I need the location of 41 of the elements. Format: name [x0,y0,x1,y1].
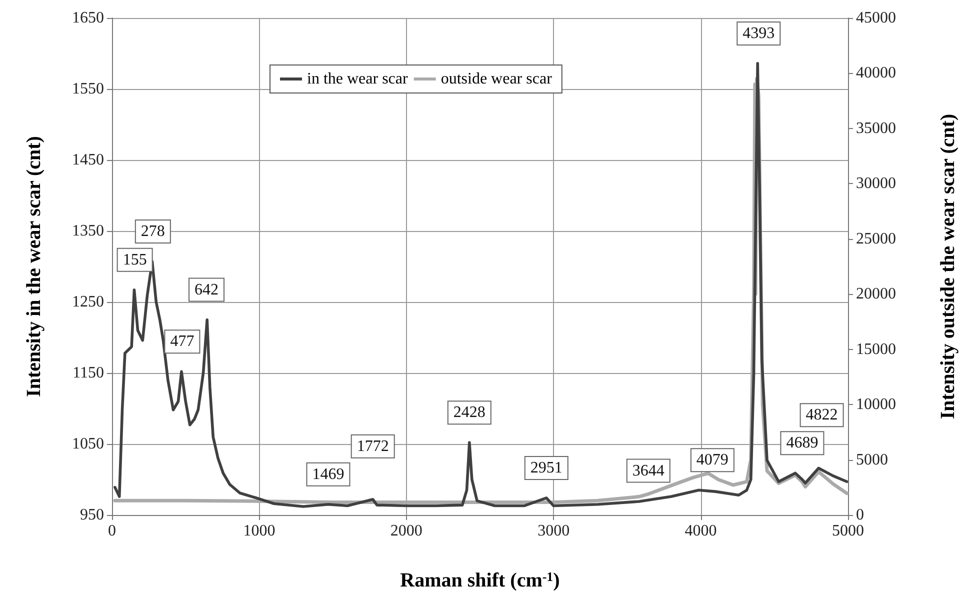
y2-tick-label: 10000 [856,396,896,414]
x-tick-label: 5000 [832,522,864,540]
y-tick-label: 1250 [72,294,104,310]
legend-label: outside wear scar [440,70,553,88]
y2-axis-title: Intensity outside the wear scar (cnt) [937,114,959,420]
y2-tick-label: 40000 [856,64,896,82]
annotation: 4822 [806,406,838,424]
x-tick-label: 4000 [684,522,717,540]
legend-label: in the wear scar [307,70,409,88]
annotation: 4393 [742,24,775,42]
y2-tick-label: 15000 [856,340,896,358]
x-tick-label: 2000 [390,522,422,540]
y2-tick-label: 30000 [856,175,896,192]
y-tick-label: 1050 [72,436,104,452]
annotation: 1772 [356,438,389,455]
y2-tick-label: 35000 [856,120,896,137]
y-axis-title: Intensity in the wear scar (cnt) [23,136,45,397]
annotation: 2428 [453,404,486,422]
y-tick-label: 1150 [72,364,104,382]
annotation: 278 [140,223,165,240]
annotation: 642 [194,281,218,298]
y-tick-label: 1450 [72,152,104,168]
annotation: 4079 [696,452,728,469]
annotation: 4689 [786,434,818,452]
y2-tick-label: 5000 [856,451,888,468]
y-tick-label: 1550 [72,80,104,98]
y-tick-label: 1650 [72,10,104,26]
annotation: 477 [170,333,194,350]
x-tick-label: 3000 [538,522,570,540]
annotation: 1469 [312,466,344,483]
annotation: 2951 [530,459,562,476]
x-tick-label: 0 [108,522,116,540]
annotation: 3644 [632,462,664,480]
annotation: 155 [122,251,147,268]
y-tick-label: 1350 [72,222,104,240]
y2-tick-label: 20000 [856,286,896,303]
y-tick-label: 950 [80,506,104,524]
y2-tick-label: 45000 [856,10,896,26]
y2-tick-label: 0 [856,506,864,524]
x-tick-label: 1000 [243,522,276,540]
y2-tick-label: 25000 [856,230,896,248]
